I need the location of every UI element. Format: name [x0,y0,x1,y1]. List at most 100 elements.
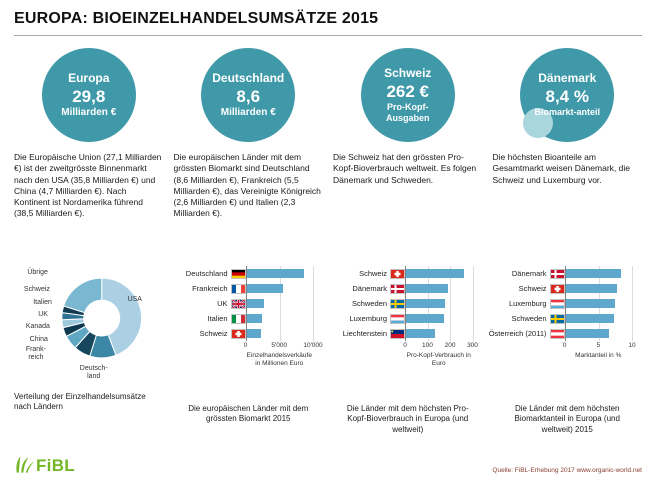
bar-row [565,281,633,296]
pie-segment-USA [101,277,143,356]
chart-caption: Die europäischen Länder mit dem grössten… [188,404,309,424]
plot-area [564,266,633,341]
bar-row [246,281,314,296]
gridline [313,266,314,341]
pie-label: Schweiz [24,286,50,293]
axis-tick-label: 300 [467,342,478,349]
bar-category-label: Schweiz [359,269,387,278]
bar-row [246,296,314,311]
column-schweiz: Schweiz 262 € Pro-Kopf-Ausgaben Die Schw… [333,46,483,435]
column-paragraph: Die Schweiz hat den grössten Pro-Kopf-Bi… [333,152,477,185]
flag-ch-icon [230,328,246,339]
stat-circle-unit: Biomarkt-anteil [534,107,600,118]
accent-circle [523,108,554,138]
flag-it-icon [230,313,246,324]
bar-row [406,296,473,311]
pie-label: Deutsch- [80,365,109,372]
bar-Italien [246,314,262,323]
chart-caption: Die Länder mit dem höchsten Pro-Kopf-Bio… [346,404,469,434]
bar-row-label: Luxemburg [493,296,565,311]
flag-at-icon [549,328,565,339]
column-deutschland: Deutschland 8,6 Milliarden € Die europäi… [174,46,324,435]
bar-category-label: Schweiz [518,284,547,293]
stat-circle-value: 262 € [386,81,430,101]
axis-tick-label: 5'000 [271,342,288,349]
bar-chart: Schweiz Dänemark Schweden Luxemburg Liec… [333,266,483,368]
fibl-logo: FiBL [14,455,75,474]
bar-category-label: UK [217,299,228,308]
stat-circle-unit: Pro-Kopf-Ausgaben [385,102,430,123]
flag-dk-icon [390,283,405,294]
flag-dk-icon [549,268,565,279]
bar-row [565,311,633,326]
flag-ch-icon [230,328,246,339]
bar-category-label: Frankreich [192,284,228,293]
pie-label: Italien [33,299,52,306]
pie-chart-svg: USA Deutsch-land Frank-reich China Kanada UK I… [24,268,143,380]
bar-row-label: Dänemark [333,281,405,296]
bar-category-label: Dänemark [352,284,387,293]
footer: FiBL Quelle: FiBL-Erhebung 2017 www.orga… [0,455,656,474]
pie-label: reich [28,354,43,361]
stat-circle-title: Schweiz [384,66,432,81]
flag-dk-icon [549,268,565,279]
bar-chart-market-share: Dänemark Schweiz Luxemburg Schweden Öste… [489,266,643,402]
flag-li-icon [390,328,405,339]
column-europa: Europa 29,8 Milliarden € Die Europäische… [14,46,164,435]
column-daenemark: Dänemark 8,4 % Biomarkt-anteil Die höchs… [489,46,643,435]
chart-caption: Die Länder mit dem höchsten Biomarktante… [514,404,620,434]
gridline [450,266,452,341]
stat-circle-value: 29,8 [72,86,106,106]
bar-Luxemburg [565,299,616,308]
fibl-logo-text: FiBL [36,456,75,475]
x-axis-title: Pro-Kopf-Verbrauch in Euro [406,352,471,368]
flag-de-icon [230,268,246,279]
bar-row-label: Schweiz [333,266,405,281]
stat-circle-title: Dänemark [538,71,597,86]
bar-row-label: Österreich (2011) [489,326,565,341]
flag-lu-icon [549,298,565,309]
stat-circle-daenemark: Dänemark 8,4 % Biomarkt-anteil [520,48,615,142]
flag-de-icon [230,268,246,279]
bar-row [246,326,314,341]
columns-container: Europa 29,8 Milliarden € Die Europäische… [14,46,642,435]
chart-caption: Verteilung der Einzelhandelsumsätze nach… [14,392,146,412]
bar-row-label: Schweiz [493,281,565,296]
x-axis-title: Einzelhandelsverkäufe in Millionen Euro [246,352,312,368]
bar-row [565,296,633,311]
flag-se-icon [390,298,405,309]
stat-circle-title: Europa [68,70,110,85]
bar-category-label: Schweiz [199,329,228,338]
flag-dk-icon [390,283,405,294]
bar-Dänemark [406,284,449,293]
title-divider [14,35,642,36]
stat-circle-value: 8,4 % [545,87,589,107]
bar-row-label: UK [174,296,246,311]
pie-label: Frank- [26,346,47,353]
flag-se-icon [549,313,565,324]
flag-fr-icon [230,283,246,294]
stat-circle-europa: Europa 29,8 Milliarden € [41,48,136,142]
flag-lu-icon [549,298,565,309]
bar-row-label: Schweden [493,311,565,326]
pie-label: Kanada [26,323,50,330]
bar-row-label: Liechtenstein [333,326,405,341]
axis-tick-label: 0 [243,342,248,349]
column-paragraph: Die höchsten Bioanteile am Gesamtmarkt w… [492,152,630,185]
bar-Dänemark [565,269,622,278]
bar-category-label: Luxemburg [508,299,547,308]
gridline [472,266,474,341]
bar-chart: Deutschland Frankreich UK Italien Schwei… [174,266,324,368]
axis-tick-label: 200 [444,342,456,349]
flag-gb-icon [230,298,246,309]
bar-category-label: Deutschland [185,269,228,278]
infographic-page: EUROPA: BIOEINZELHANDELSUMSÄTZE 2015 Eur… [14,10,642,435]
gridline [632,266,633,341]
pie-label: land [87,373,100,380]
bar-chart: Dänemark Schweiz Luxemburg Schweden Öste… [489,266,643,360]
column-paragraph: Die europäischen Länder mit dem grössten… [173,152,321,219]
bar-row-label: Schweiz [174,326,246,341]
bar-row [406,266,473,281]
bar-Schweiz [565,284,617,293]
bar-chart-biggest-markets: Deutschland Frankreich UK Italien Schwei… [174,266,324,402]
